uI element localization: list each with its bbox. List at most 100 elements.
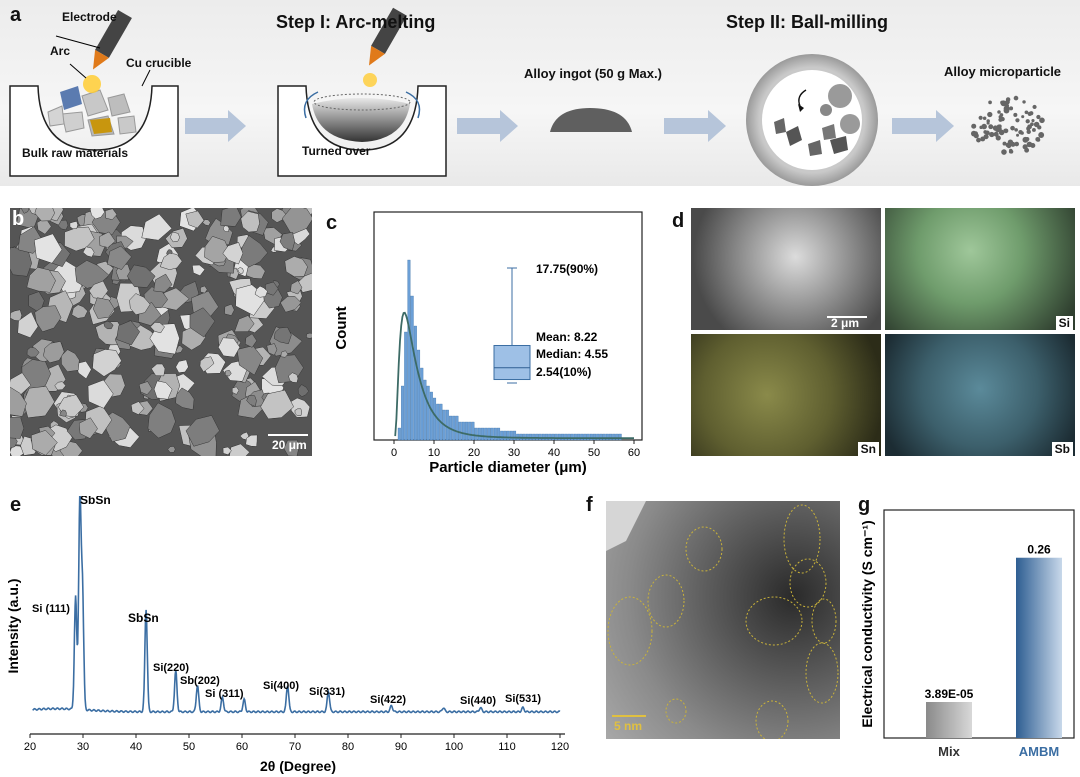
histogram-bar [506, 430, 510, 441]
histogram-bar [589, 433, 593, 441]
y-axis-label-e: Intensity (a.u.) [5, 579, 21, 674]
histogram-bar [551, 433, 555, 441]
histogram-bar [458, 421, 462, 441]
x-axis-label-e: 2θ (Degree) [260, 758, 336, 774]
particle-size-chart: 0 10 20 30 40 50 60 Particle diameter (μm) Cou… [333, 211, 643, 476]
histogram-bar [567, 433, 571, 441]
scale-label-b: 20 μm [272, 438, 307, 452]
histogram-bar [474, 427, 478, 441]
x-tick-label: 90 [395, 741, 407, 753]
panel-label-f: f [586, 494, 593, 516]
x-tick-label: 40 [130, 741, 142, 753]
annot-si400: Si(400) [263, 680, 299, 692]
annot-si220: Si(220) [153, 662, 189, 674]
label-step2: Step II: Ball-milling [726, 12, 889, 32]
histogram-bar [612, 433, 616, 441]
label-arc: Arc [50, 44, 71, 58]
histogram-bar [513, 430, 517, 441]
histogram-bar [490, 427, 494, 441]
x-tick-label: 40 [548, 447, 560, 459]
xrd-chart: 20 30 40 50 60 70 80 90 100 110 120 2θ (Degree) In… [5, 496, 569, 774]
raw-chunk-blue [60, 86, 82, 110]
histogram-bar [487, 427, 491, 441]
fit-curve [394, 311, 634, 440]
label-bulk-raw: Bulk raw materials [22, 146, 129, 160]
histogram-bar [497, 427, 501, 441]
histogram-bars [397, 259, 622, 441]
histogram-bar [602, 433, 606, 441]
histogram-bar [545, 433, 549, 441]
histogram-bar [436, 403, 440, 441]
sem-map: 2 μm [691, 208, 881, 330]
lattice-fringes [606, 501, 839, 739]
label-ingot: Alloy ingot (50 g Max.) [524, 66, 662, 81]
arrow-2 [457, 110, 518, 142]
histogram-bar [426, 385, 430, 441]
x-tick-label: 60 [236, 741, 248, 753]
panel-label-a: a [10, 4, 22, 26]
histogram-bar [461, 421, 465, 441]
histogram-bar [548, 433, 552, 441]
x-tick-label: 30 [508, 447, 520, 459]
x-tick-label: 110 [498, 741, 516, 753]
histogram-bar [413, 325, 417, 441]
histogram-bar [615, 433, 619, 441]
bar-ambm [1016, 557, 1062, 738]
histogram-bar [429, 391, 433, 441]
histogram-bar [538, 433, 542, 441]
conductivity-chart: 3.89E-05 Mix 0.26 AMBM Electrical conductiv… [859, 509, 1075, 759]
label-microparticle: Alloy microparticle [944, 64, 1062, 79]
microparticles [970, 95, 1045, 155]
alloy-ingot [550, 108, 632, 132]
histogram-bar [433, 397, 437, 441]
histogram-bar [407, 259, 411, 441]
histogram-bar [609, 433, 613, 441]
category-label: AMBM [1019, 744, 1059, 759]
annot-si422: Si(422) [370, 694, 406, 706]
label-electrode: Electrode [62, 10, 117, 24]
x-tick-label: 100 [445, 741, 463, 753]
y-axis-label-c: Count [333, 306, 350, 349]
x-tick-label: 70 [289, 741, 301, 753]
si-map: Si [885, 208, 1075, 330]
histogram-bar [420, 367, 424, 441]
annot-si331: Si(331) [309, 686, 345, 698]
annot-sbsn-2: SbSn [128, 611, 159, 625]
histogram-bar [401, 385, 405, 441]
box-plot [493, 267, 531, 384]
panel-label-c: c [326, 212, 338, 234]
label-cu-crucible: Cu crucible [126, 56, 192, 70]
raw-chunk [107, 93, 131, 117]
histogram-bar [583, 433, 587, 441]
histogram-bar [570, 433, 574, 441]
annot-sb202: Sb(202) [180, 675, 220, 687]
histogram-bar [596, 433, 600, 441]
panel-label-d: d [672, 210, 685, 232]
histogram-bar [465, 421, 469, 441]
annot-si311: Si (311) [205, 688, 244, 700]
annot-si440: Si(440) [460, 695, 496, 707]
raw-chunk [61, 111, 85, 133]
x-axis-label-c: Particle diameter (μm) [429, 459, 587, 476]
histogram-bar [484, 427, 488, 441]
histogram-bar [410, 295, 414, 441]
x-ticks-e: 20 30 40 50 60 70 80 90 100 110 120 [24, 734, 569, 753]
panel-a-schematic: a [0, 0, 1080, 186]
bar-mix [926, 702, 972, 738]
arrow-1 [185, 110, 246, 142]
raw-chunk [117, 115, 137, 135]
histogram-bar [586, 433, 590, 441]
histogram-bar [577, 433, 581, 441]
x-tick-label: 60 [628, 447, 640, 459]
raw-chunk [81, 89, 109, 117]
raw-chunk [47, 105, 65, 127]
sn-map: Sn [691, 334, 881, 456]
hrtem-image: 5 nm [606, 501, 840, 739]
y-axis-label-g: Electrical conductivity (S cm⁻¹) [859, 520, 875, 727]
scale-label-d: 2 μm [831, 316, 860, 330]
histogram-bar [573, 433, 577, 441]
plot-frame-g [883, 509, 1075, 739]
histogram-bar [599, 433, 603, 441]
histogram-bar [557, 433, 561, 441]
scale-bar-f [612, 715, 646, 717]
